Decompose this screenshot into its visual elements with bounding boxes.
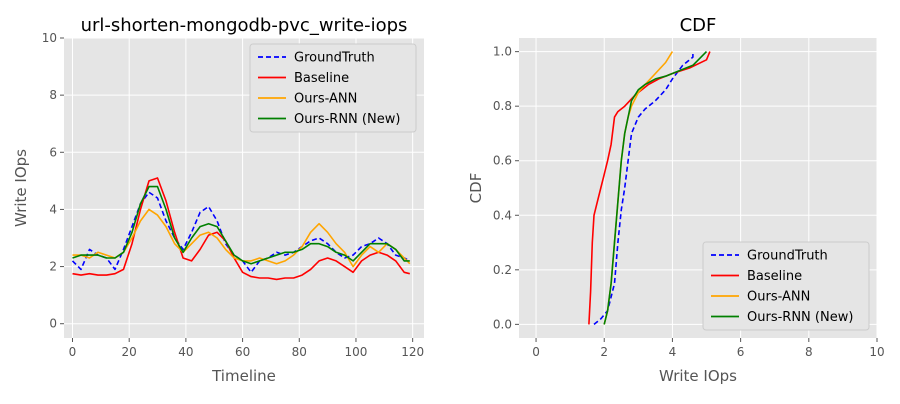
cdf-x-tick-label: 6 xyxy=(737,345,745,359)
cdf-y-tick-label: 0.8 xyxy=(493,99,512,113)
timeline-title: url-shorten-mongodb-pvc_write-iops xyxy=(81,15,408,36)
cdf-series-line-3 xyxy=(603,51,708,325)
timeline-x-tick-label: 80 xyxy=(292,345,307,359)
timeline-x-axis-label: Timeline xyxy=(211,367,276,385)
timeline-legend-label-1: Baseline xyxy=(294,71,349,86)
cdf-x-axis-label: Write IOps xyxy=(659,367,737,385)
cdf-y-tick-label: 0.0 xyxy=(493,317,512,331)
timeline-x-tick-label: 40 xyxy=(178,345,193,359)
timeline-y-axis-label: Write IOps xyxy=(12,149,30,227)
cdf-series-line-0 xyxy=(593,51,694,326)
timeline-y-tick-label: 8 xyxy=(49,88,57,102)
cdf-legend-label-0: GroundTruth xyxy=(747,249,828,264)
timeline-y-tick-label: 2 xyxy=(49,260,57,274)
timeline-series-line-1 xyxy=(72,177,410,281)
timeline-x-tick-label: 0 xyxy=(69,345,77,359)
cdf-y-tick-label: 0.2 xyxy=(493,263,512,277)
timeline-y-tick-label: 10 xyxy=(42,31,57,45)
timeline-legend-label-2: Ours-ANN xyxy=(294,92,357,107)
cdf-x-tick-label: 8 xyxy=(805,345,813,359)
timeline-y-tick-label: 0 xyxy=(49,317,57,331)
timeline-legend-label-3: Ours-RNN (New) xyxy=(294,112,400,127)
timeline-x-tick-label: 20 xyxy=(122,345,137,359)
timeline-x-tick-label: 120 xyxy=(401,345,424,359)
cdf-legend-label-2: Ours-ANN xyxy=(747,290,810,305)
cdf-x-tick-label: 0 xyxy=(532,345,540,359)
cdf-title: CDF xyxy=(680,15,717,36)
timeline-series-line-3 xyxy=(72,185,410,265)
cdf-x-tick-label: 4 xyxy=(669,345,677,359)
cdf-legend-label-3: Ours-RNN (New) xyxy=(747,310,853,325)
cdf-y-tick-label: 0.4 xyxy=(493,208,512,222)
cdf-x-tick-label: 2 xyxy=(600,345,608,359)
timeline-x-tick-label: 60 xyxy=(235,345,250,359)
cdf-legend-label-1: Baseline xyxy=(747,269,802,284)
cdf-y-axis-label: CDF xyxy=(467,173,485,204)
timeline-x-tick-label: 100 xyxy=(345,345,368,359)
timeline-legend xyxy=(249,43,417,133)
cdf-chart: 0 2 4 6 8 10 0.0 0.2 0.4 0.6 0.8 1.0 CDF Write IOps CD… xyxy=(467,15,885,385)
cdf-y-tick-label: 0.6 xyxy=(493,154,512,168)
cdf-y-tick-label: 1.0 xyxy=(493,45,512,59)
cdf-legend xyxy=(702,241,870,331)
timeline-y-tick-label: 4 xyxy=(49,202,57,216)
timeline-chart: 0 20 40 60 80 100 120 0 2 4 6 8 10 url-shorten-mongod… xyxy=(12,15,424,385)
timeline-legend-label-0: GroundTruth xyxy=(294,51,375,66)
cdf-x-tick-label: 10 xyxy=(869,345,884,359)
timeline-y-tick-label: 6 xyxy=(49,145,57,159)
